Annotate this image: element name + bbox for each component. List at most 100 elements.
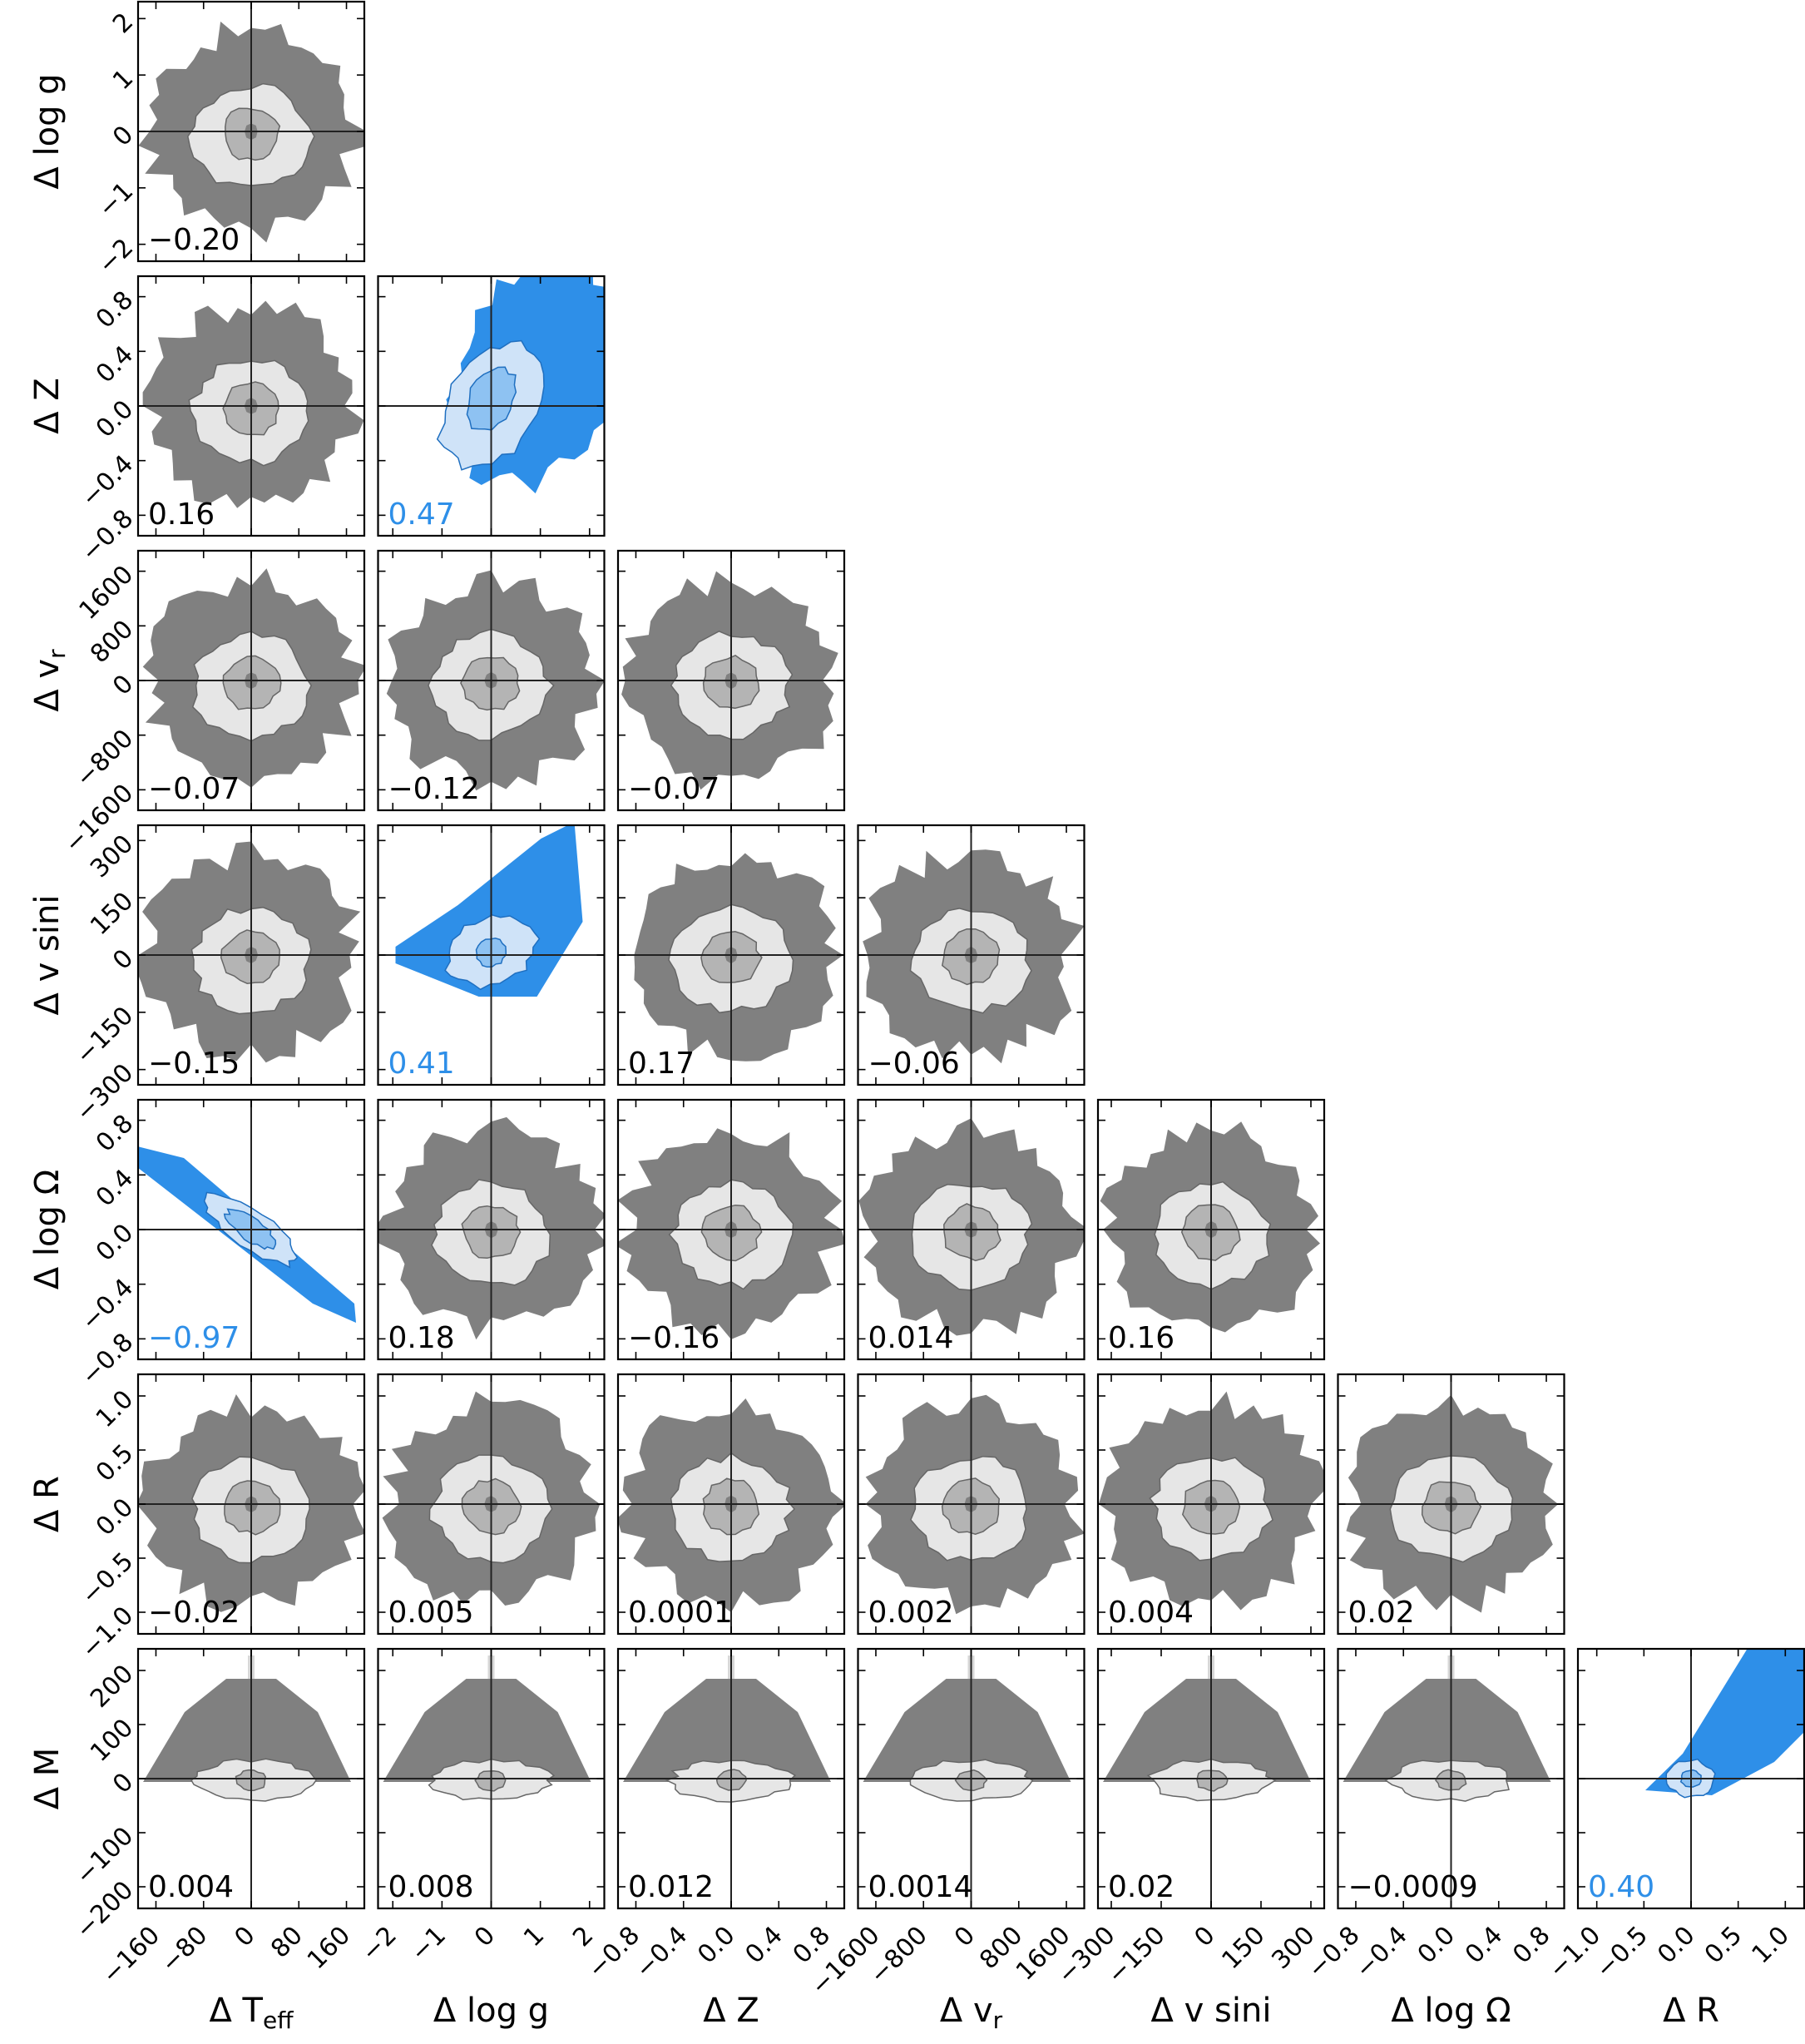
panel-frame (136, 275, 366, 537)
panel-frame (377, 824, 606, 1086)
correlation-label: 0.012 (628, 1870, 714, 1904)
panel-frame (616, 549, 846, 812)
correlation-label: −0.07 (628, 772, 720, 806)
correlation-label: 0.0014 (868, 1870, 973, 1904)
x-axis-label: Δ log g (433, 1992, 549, 2030)
x-tick-label: −0.8 (582, 1921, 645, 1984)
y-tick-label: 100 (85, 1714, 139, 1768)
y-tick-label: 0.0 (91, 395, 139, 443)
y-tick-label: 0.4 (91, 1164, 139, 1212)
correlation-label: −0.15 (148, 1047, 240, 1081)
panel-r6-c5: −0.0009 (1337, 1647, 1565, 1910)
x-axis-label: Δ Teff (209, 1992, 294, 2034)
panel-frame (377, 1373, 606, 1636)
x-tick-label: 0.5 (1699, 1921, 1748, 1969)
y-tick-label: −2 (92, 233, 139, 280)
y-axis-label: Δ Z (28, 378, 67, 433)
correlation-label: −0.20 (148, 223, 240, 257)
y-axis-4: −0.8−0.40.00.40.8Δ log Ω (28, 1109, 139, 1391)
x-tick-label: −80 (156, 1921, 214, 1979)
correlation-label: −0.16 (628, 1321, 720, 1355)
panel-frame (1337, 1373, 1565, 1636)
scatter-cloud (395, 825, 583, 997)
panel-r4-c2: −0.16 (616, 1098, 846, 1361)
correlation-label: 0.02 (1108, 1870, 1174, 1904)
y-axis-label: Δ v sini (28, 895, 67, 1016)
panel-frame (1096, 1373, 1326, 1636)
x-tick-label: 0.0 (692, 1921, 740, 1969)
correlation-label: 0.16 (148, 497, 215, 532)
panel-frame (136, 1647, 366, 1910)
y-tick-label: 0.5 (91, 1439, 139, 1487)
correlation-label: 0.008 (388, 1870, 474, 1904)
correlation-label: 0.16 (1108, 1321, 1174, 1355)
panel-r5-c5: 0.02 (1337, 1373, 1565, 1636)
x-tick-label: 0.4 (739, 1921, 788, 1969)
y-tick-label: −300 (70, 1058, 139, 1127)
correlation-label: 0.004 (1108, 1596, 1194, 1630)
correlation-label: 0.002 (868, 1596, 954, 1630)
panel-r3-c3: −0.06 (857, 824, 1085, 1086)
x-tick-label: −0.8 (1302, 1921, 1365, 1984)
scatter-cloud (143, 1679, 351, 1782)
x-tick-label: 80 (265, 1921, 309, 1964)
y-tick-label: −0.8 (76, 1328, 139, 1391)
panel-frame (377, 1647, 606, 1910)
y-tick-label: 200 (85, 1660, 139, 1714)
y-tick-label: −1.0 (76, 1601, 139, 1665)
y-axis-1: −0.8−0.4 0.0 0.4 0.8 Δ Z (28, 285, 139, 567)
x-axis-5: −0.8−0.40.00.40.8Δ log Ω (1302, 1921, 1555, 2030)
x-tick-label: −1.0 (1543, 1921, 1606, 1984)
correlation-label: 0.004 (148, 1870, 234, 1904)
x-tick-label: −0.4 (630, 1921, 693, 1984)
contour-inner (1196, 1769, 1229, 1792)
panel-frame (1337, 1647, 1565, 1910)
panel-r1-c1: 0.47 (377, 275, 606, 537)
y-tick-label: 0 (107, 121, 139, 152)
panel-r4-c3: 0.014 (857, 1098, 1085, 1361)
y-tick-label: −1 (92, 176, 139, 223)
x-tick-label: 2 (567, 1921, 599, 1952)
x-tick-label: −2 (356, 1921, 403, 1967)
scatter-cloud (1343, 1679, 1551, 1782)
panel-r5-c2: 0.0001 (616, 1373, 846, 1636)
y-tick-label: −0.5 (76, 1547, 139, 1611)
x-axis-label: Δ log Ω (1391, 1992, 1511, 2030)
scatter-cloud (1103, 1679, 1311, 1782)
scatter-cloud (1645, 1649, 1804, 1795)
y-tick-label: −150 (70, 1001, 139, 1070)
x-axis-2: −0.8−0.40.00.40.8Δ Z (582, 1921, 836, 2030)
x-tick-label: 0 (1189, 1921, 1220, 1952)
y-axis-label: Δ log g (28, 73, 67, 189)
panel-r6-c6: 0.40 (1576, 1647, 1805, 1910)
y-tick-label: −0.8 (76, 504, 139, 567)
x-axis-6: −1.0−0.50.00.51.0 Δ R (1543, 1921, 1795, 2030)
correlation-label: 0.41 (388, 1047, 455, 1081)
panel-frame (136, 1373, 366, 1636)
panel-frame (1096, 1098, 1326, 1361)
panel-r3-c2: 0.17 (616, 824, 846, 1086)
correlation-label: −0.06 (868, 1047, 960, 1081)
y-tick-label: 0.0 (91, 1219, 139, 1267)
panel-frame (136, 824, 366, 1086)
panel-frame (857, 1647, 1085, 1910)
panel-frame (136, 0, 366, 263)
panel-frame (857, 1098, 1085, 1361)
correlation-label: 0.47 (388, 497, 455, 532)
scatter-cloud (863, 1679, 1071, 1782)
panel-frame (616, 824, 846, 1086)
x-tick-label: 0 (469, 1921, 501, 1952)
y-axis-5: −1.0−0.5 0.0 0.5 1.0 Δ R (28, 1385, 139, 1665)
x-axis-label: Δ R (1663, 1992, 1719, 2030)
x-axis-1: −2 −1 0 1 2 Δ log g (356, 1921, 600, 2030)
x-axis-label: Δ Z (703, 1992, 759, 2030)
panel-r2-c2: −0.07 (616, 549, 846, 812)
panel-r2-c1: −0.12 (377, 549, 606, 812)
y-tick-label: 0.0 (91, 1493, 139, 1542)
x-tick-label: 150 (1216, 1921, 1270, 1975)
panel-frame (1576, 1647, 1805, 1910)
scatter-cloud (383, 1679, 591, 1782)
y-axis-label: Δ log Ω (28, 1170, 67, 1289)
